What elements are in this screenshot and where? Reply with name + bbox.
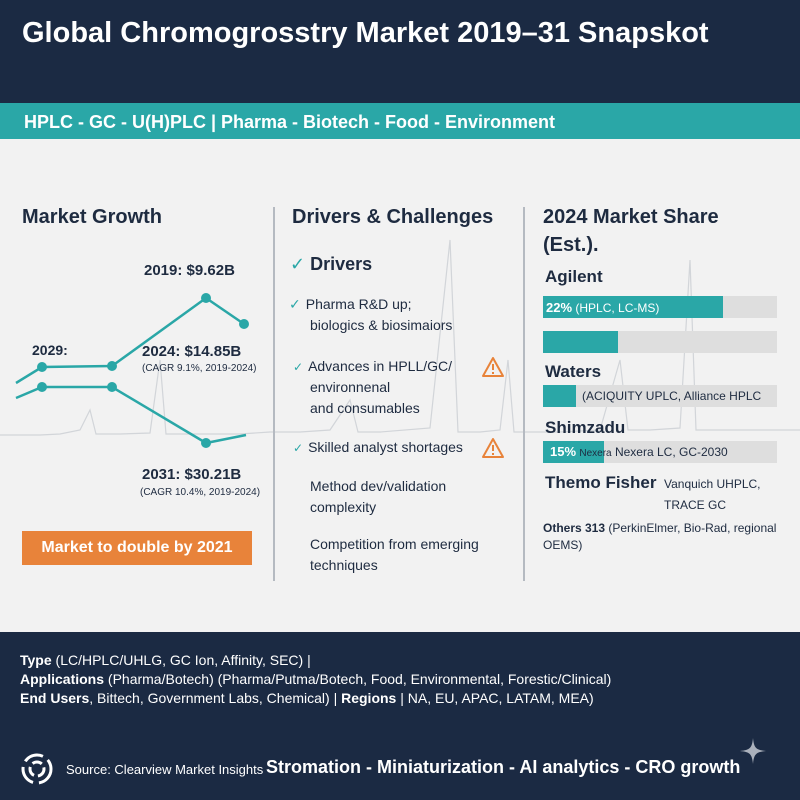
check-icon: ✓ — [293, 360, 304, 374]
segment-label: Type — [20, 652, 52, 668]
segment-end-users: End Users, Bittech, Government Labs, Che… — [20, 690, 594, 706]
growth-point — [37, 362, 47, 372]
label-2029: 2029: — [32, 342, 68, 358]
challenge-item: Competition from emerging — [310, 536, 479, 552]
share-detail: (HPLC, LC-MS) — [575, 301, 660, 315]
driver-text: Pharma R&D up; — [305, 296, 412, 312]
share-pct: 22% — [546, 300, 573, 315]
warning-icon — [482, 438, 504, 458]
segment-label: End Users — [20, 690, 90, 706]
share-heading: 2024 Market Share — [543, 206, 719, 228]
warning-icon — [482, 357, 504, 377]
growth-point — [201, 438, 211, 448]
header: Global Chromogrosstry Market 2019–31 Sna… — [0, 0, 800, 103]
driver-text: Advances in HPLL/GC/ — [308, 358, 453, 374]
sparkle-icon — [740, 738, 766, 764]
others-line-cont: OEMS) — [543, 538, 583, 552]
check-icon: ✓ — [293, 441, 304, 455]
segment-label: Regions — [337, 690, 397, 706]
share-detail: Nexera LC, GC-2030 — [614, 445, 728, 459]
segment-text: (Pharma/Botech) (Pharma/Putma/Botech, Fo… — [104, 671, 612, 687]
trends-text: Stromation - Miniaturization - AI analyt… — [266, 757, 741, 777]
driver-item: ✓ Pharma R&D up; — [289, 294, 412, 315]
footer — [0, 632, 800, 800]
others-label: Others 313 — [543, 521, 606, 535]
vendor-name: Shimzadu — [545, 418, 626, 437]
challenge-text: Skilled analyst shortages — [308, 439, 463, 455]
share-bar-label: 15% Nexera Nexera LC, GC-2030 — [550, 444, 728, 459]
growth-point — [107, 361, 117, 371]
driver-item-cont: environnenal — [310, 379, 391, 395]
vendor-name: Agilent — [545, 267, 603, 286]
share-pct: 15% — [550, 444, 577, 459]
share-bar-label: 22% (HPLC, LC-MS) — [546, 300, 659, 315]
share-detail: (ACIQUITY UPLC, Alliance HPLC — [582, 389, 762, 403]
column-divider-right — [523, 207, 525, 581]
share-bar-track — [543, 385, 777, 407]
page-title: Global Chromogrosstry Market 2019–31 Sna… — [22, 17, 709, 49]
driver-item: ✓ Advances in HPLL/GC/ — [293, 356, 452, 378]
drivers-subheading: ✓ Drivers — [290, 254, 372, 275]
growth-point — [201, 293, 211, 303]
share-bar — [543, 296, 723, 318]
growth-chart — [15, 293, 249, 448]
segment-tags: HPLC - GC - U(H)PLC | Pharma - Biotech -… — [24, 112, 556, 132]
share-bar — [543, 385, 576, 407]
share-bar — [543, 441, 604, 463]
column-divider-left — [273, 207, 275, 581]
callout-badge: Market to double by 2021 — [22, 531, 252, 565]
label-2031: 2031: $30.21B — [142, 466, 242, 483]
share-detail: TRACE GC — [664, 498, 727, 512]
check-icon: ✓ — [289, 296, 301, 312]
segment-text: , Bittech, Government Labs, Chemical) | — [89, 690, 338, 706]
market-growth-heading: Market Growth — [22, 206, 163, 228]
driver-item-cont: biologics & biosimaiors — [310, 317, 453, 333]
sub-2031: (CAGR 10.4%, 2019-2024) — [140, 487, 261, 498]
others-line: Others 313 (PerkinElmer, Bio-Rad, region… — [543, 521, 776, 535]
source-logo-icon — [21, 753, 53, 785]
challenge-item: ✓ Skilled analyst shortages — [293, 437, 463, 459]
segment-type: Type (LC/HPLC/UHLG, GC Ion, Affinity, SE… — [20, 652, 311, 668]
challenge-item: Method dev/validation — [310, 478, 447, 494]
share-bar — [543, 331, 618, 353]
label-2024: 2024: $14.85B — [142, 343, 242, 360]
segment-label: Applications — [20, 671, 105, 687]
growth-point — [37, 382, 47, 392]
segment-applications: Applications (Pharma/Botech) (Pharma/Put… — [20, 671, 611, 687]
others-detail: (PerkinElmer, Bio-Rad, regional — [605, 521, 777, 535]
vendor-name: Themo Fisher — [545, 473, 657, 492]
tag-band: HPLC - GC - U(H)PLC | Pharma - Biotech -… — [0, 103, 800, 139]
sub-2024: (CAGR 9.1%, 2019-2024) — [142, 363, 257, 374]
source-text: Source: Clearview Market Insights — [66, 762, 264, 777]
growth-point — [239, 319, 249, 329]
share-detail: Vanquich UHPLC, — [664, 477, 761, 491]
segment-text: (LC/HPLC/UHLG, GC Ion, Affinity, SEC) | — [51, 652, 311, 668]
challenge-item-cont: techniques — [310, 557, 378, 573]
chromatogram-background — [0, 239, 800, 436]
share-extra: Nexera — [579, 448, 612, 459]
growth-point — [107, 382, 117, 392]
vendor-name: Waters — [545, 362, 602, 381]
segment-text: | NA, EU, APAC, LATAM, MEA) — [396, 690, 594, 706]
label-2019: 2019: $9.62B — [144, 262, 235, 279]
drivers-heading: Drivers & Challenges — [292, 206, 494, 228]
share-heading-sub: (Est.). — [543, 234, 599, 256]
drivers-subheading-text: Drivers — [310, 254, 373, 274]
challenge-item-cont: complexity — [310, 499, 377, 515]
check-icon: ✓ — [290, 254, 306, 274]
driver-item-cont: and consumables — [310, 400, 420, 416]
